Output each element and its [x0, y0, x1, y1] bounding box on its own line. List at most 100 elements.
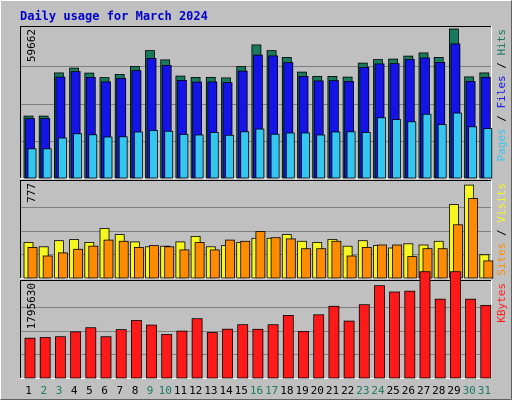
pages-bar-day-26	[407, 121, 417, 179]
sites-bar-day-11	[179, 249, 190, 279]
day-label-24: 24	[371, 384, 385, 397]
pages-bar-day-8	[133, 131, 143, 179]
sites-bar-day-19	[301, 248, 311, 279]
sites-bar-day-16	[255, 231, 266, 279]
pages-bar-day-14	[225, 134, 234, 179]
pages-bar-day-25	[392, 119, 402, 179]
sites-bar-day-26	[407, 256, 418, 279]
day-label-1: 1	[25, 384, 32, 397]
sites-bar-day-24	[377, 244, 387, 279]
kbytes-bar-day-25	[389, 291, 401, 379]
kbytes-bar-day-4	[70, 331, 81, 379]
day-label-25: 25	[387, 384, 400, 397]
day-label-30: 30	[463, 384, 476, 397]
pages-bar-day-31	[483, 128, 493, 179]
kbytes-bar-day-2	[39, 337, 51, 379]
kbytes-bar-day-24	[374, 285, 385, 379]
kbytes-bar-day-16	[252, 328, 264, 379]
day-label-26: 26	[402, 384, 415, 397]
sites-bar-day-10	[164, 246, 175, 279]
day-label-18: 18	[280, 384, 293, 397]
kbytes-bar-day-31	[480, 304, 492, 379]
sites-bar-day-5	[88, 245, 99, 279]
sites-bar-day-31	[483, 260, 494, 279]
day-label-15: 15	[235, 384, 248, 397]
kbytes-bar-day-26	[404, 290, 416, 379]
kbytes-bar-day-3	[55, 336, 66, 379]
kbytes-bar-day-6	[100, 336, 112, 379]
legend-label: KBytes	[495, 283, 508, 323]
kbytes-bar-day-10	[161, 334, 173, 379]
pages-bar-day-4	[73, 133, 82, 179]
sites-bar-day-14	[225, 239, 235, 279]
panel-hits-files-pages: 59662 Pages / Files / Hits	[20, 26, 508, 179]
legend-part-0: Sites	[495, 243, 508, 276]
kbytes-bar-day-19	[298, 330, 309, 379]
pages-bar-day-6	[103, 136, 113, 179]
sites-bar-day-6	[103, 239, 114, 279]
sites-bar-day-4	[73, 248, 83, 279]
pages-bar-day-13	[209, 132, 219, 179]
pages-bar-day-11	[179, 134, 189, 179]
kbytes-bar-day-8	[130, 320, 142, 379]
sites-bar-day-1	[27, 246, 38, 279]
kbytes-bar-day-17	[267, 324, 279, 379]
sites-bar-day-15	[240, 240, 251, 279]
day-label-10: 10	[159, 384, 172, 397]
sites-bar-day-2	[42, 255, 53, 279]
pages-bar-day-30	[468, 126, 478, 179]
sites-bar-day-21	[331, 240, 342, 279]
kbytes-bar-day-11	[176, 330, 188, 379]
day-label-6: 6	[101, 384, 108, 397]
chart-title: Daily usage for March 2024	[20, 9, 208, 23]
day-label-16: 16	[250, 384, 263, 397]
pages-bar-day-18	[285, 132, 295, 179]
day-label-21: 21	[326, 384, 339, 397]
sites-bar-day-8	[133, 246, 144, 279]
day-label-29: 29	[447, 384, 460, 397]
kbytes-bar-day-28	[434, 298, 446, 379]
legend-part-1: /	[495, 223, 508, 243]
panel-visits-sites: 777 Sites / Visits	[20, 180, 508, 279]
kbytes-bar-day-9	[146, 324, 157, 379]
pages-bar-day-28	[437, 124, 447, 179]
day-label-5: 5	[86, 384, 93, 397]
sites-bar-day-23	[361, 246, 372, 279]
day-label-13: 13	[204, 384, 217, 397]
sites-bar-day-7	[118, 240, 129, 279]
pages-bar-day-23	[361, 132, 371, 179]
legend-part-3: /	[495, 56, 508, 76]
pages-bar-day-7	[118, 136, 128, 179]
kbytes-bar-day-21	[328, 305, 340, 379]
panel-kbytes: 1795630 KBytes	[20, 271, 508, 379]
pages-bar-day-22	[346, 131, 356, 179]
pages-bar-day-3	[58, 137, 67, 179]
pages-bar-day-10	[164, 130, 174, 179]
sites-bar-day-22	[346, 255, 357, 279]
legend-part-1: /	[495, 109, 508, 129]
kbytes-bar-day-18	[282, 314, 294, 379]
kbytes-bar-day-14	[222, 328, 233, 379]
pages-bar-day-27	[422, 113, 432, 179]
kbytes-bar-day-15	[237, 324, 249, 379]
pages-bar-day-24	[377, 117, 386, 179]
sites-bar-day-12	[194, 242, 205, 279]
kbytes-bar-day-13	[206, 332, 218, 379]
pages-bar-day-1	[27, 148, 37, 179]
kbytes-bar-day-27	[419, 271, 431, 379]
sites-bar-day-17	[270, 237, 281, 279]
day-label-9: 9	[147, 384, 154, 397]
day-axis-labels: 1 2 3 4 5 6 7 8 9 10 11 12 13 14 15 16 17 18 19 20 21 22 23 24 2…	[25, 384, 491, 397]
day-label-20: 20	[311, 384, 324, 397]
kbytes-bar-day-5	[85, 327, 97, 379]
y-max-label: 1795630	[25, 283, 38, 329]
pages-bar-day-15	[240, 131, 250, 179]
sites-bar-day-18	[285, 238, 296, 279]
kbytes-bar-day-30	[465, 298, 477, 379]
day-label-11: 11	[174, 384, 187, 397]
kbytes-bar-day-22	[343, 320, 355, 379]
pages-bar-day-29	[452, 112, 462, 179]
day-label-28: 28	[432, 384, 445, 397]
sites-bar-day-30	[468, 198, 479, 279]
